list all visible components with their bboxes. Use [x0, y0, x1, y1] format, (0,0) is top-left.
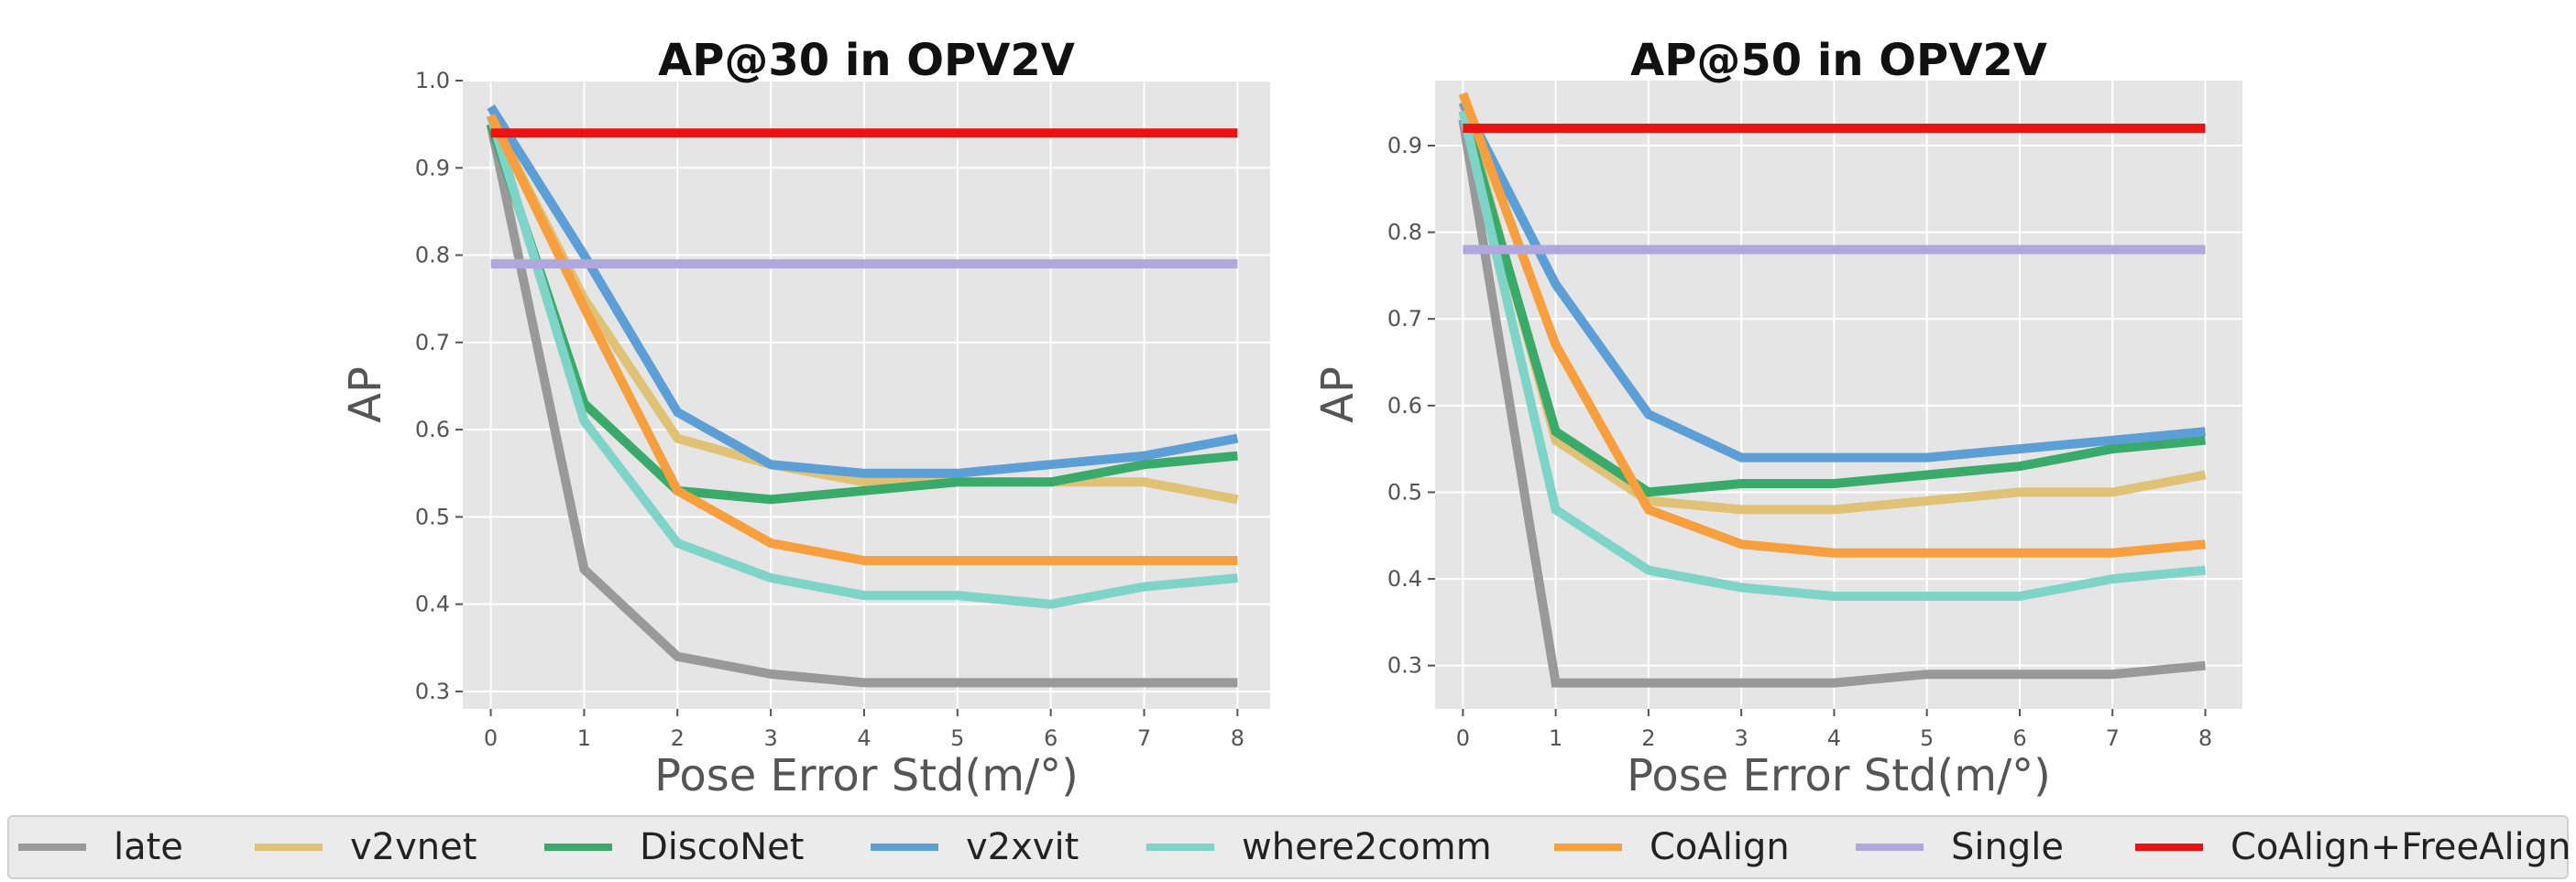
- y-tick-label: 0.5: [415, 504, 450, 529]
- y-tick-label: 0.6: [1387, 393, 1422, 419]
- series-line-v2vnet: [1458, 101, 2207, 515]
- x-tick-label: 8: [1231, 725, 1244, 751]
- y-tick-label: 0.3: [415, 679, 450, 704]
- x-tick-label: 7: [2106, 725, 2120, 751]
- legend-item-where2comm: where2comm: [1146, 817, 1492, 877]
- series-line-where2comm: [1458, 109, 2206, 601]
- y-tick-label: 0.3: [1387, 653, 1422, 679]
- x-tick-label: 6: [2012, 725, 2026, 751]
- legend-label: Single: [1951, 826, 2064, 868]
- chart-2: 0.3 0.4 0.5 0.6 0.7 0.8 0.9 0 1 2 3 4 5 6 7 8 AP@50 in O…: [1312, 35, 2242, 801]
- x-tick-label: 5: [1920, 725, 1934, 751]
- legend-label: v2vnet: [350, 826, 477, 868]
- series-line-v2xvit: [1458, 100, 2206, 463]
- series-line-disconet: [486, 123, 1238, 505]
- y-tick-label: 1.0: [415, 68, 450, 93]
- legend-label: CoAlign+FreeAlign: [2231, 826, 2571, 868]
- y-tick-label: 0.5: [1387, 479, 1422, 505]
- x-tick-label: 8: [2198, 725, 2212, 751]
- y-tick-label: 0.9: [415, 155, 450, 180]
- x-tick-label: 0: [484, 725, 498, 751]
- y-tick-label: 0.7: [1387, 306, 1422, 332]
- legend-item-single: Single: [1856, 817, 2064, 877]
- series-line-where2comm: [486, 114, 1238, 609]
- series-line-disconet: [1458, 109, 2206, 497]
- x-tick-label: 1: [577, 725, 591, 751]
- x-tick-label: 3: [763, 725, 777, 751]
- legend-item-coalign-freealign: CoAlign+FreeAlign: [2135, 817, 2571, 877]
- legend-swatch: [18, 844, 86, 851]
- legend-label: where2comm: [1242, 826, 1492, 868]
- x-tick-label: 3: [1735, 725, 1748, 751]
- legend-label: DiscoNet: [640, 826, 805, 868]
- legend-label: v2xvit: [966, 826, 1080, 868]
- chart-1: 0.3 0.4 0.5 0.6 0.7 0.8 0.9 1.0 0 1 2 3 4 5 6 7 8 AP@30 i…: [340, 35, 1270, 801]
- legend-swatch: [1146, 844, 1214, 851]
- y-tick-label: 0.7: [415, 330, 450, 355]
- legend: late v2vnet DiscoNet v2xvit where2comm C…: [7, 815, 2571, 879]
- x-tick-label: 4: [1827, 725, 1841, 751]
- chart-title: AP@30 in OPV2V: [658, 35, 1075, 86]
- y-tick-label: 0.4: [1387, 566, 1422, 592]
- chart-title: AP@50 in OPV2V: [1630, 35, 2047, 86]
- legend-label: late: [114, 826, 183, 868]
- series-line-coalign: [1458, 92, 2206, 558]
- x-tick-label: 4: [857, 725, 871, 751]
- x-tick-label: 2: [1641, 725, 1655, 751]
- legend-item-coalign: CoAlign: [1554, 817, 1790, 877]
- y-tick-label: 0.4: [415, 592, 450, 617]
- legend-item-v2vnet: v2vnet: [255, 817, 477, 877]
- series-line-v2xvit: [487, 103, 1239, 478]
- legend-swatch: [255, 844, 323, 851]
- x-tick-label: 7: [1137, 725, 1151, 751]
- plot-area: [1435, 81, 2242, 709]
- legend-swatch: [2135, 844, 2203, 851]
- series-line-late: [1458, 118, 2206, 688]
- x-axis-label: Pose Error Std(m/°): [654, 750, 1079, 801]
- y-tick-label: 0.8: [1387, 220, 1422, 245]
- y-tick-label: 0.9: [1387, 133, 1422, 158]
- x-axis-label: Pose Error Std(m/°): [1627, 750, 2051, 801]
- x-tick-label: 0: [1456, 725, 1470, 751]
- y-tick-label: 0.6: [415, 417, 450, 442]
- legend-swatch: [544, 844, 612, 851]
- legend-swatch: [1554, 844, 1622, 851]
- legend-label: CoAlign: [1650, 826, 1790, 868]
- legend-swatch: [1856, 844, 1924, 851]
- legend-item-late: late: [18, 817, 183, 877]
- legend-item-v2xvit: v2xvit: [871, 817, 1079, 877]
- y-tick-label: 0.8: [415, 243, 450, 268]
- series-line-v2vnet: [487, 113, 1239, 505]
- x-tick-label: 5: [950, 725, 964, 751]
- series-line-late: [486, 123, 1238, 688]
- legend-item-disconet: DiscoNet: [544, 817, 804, 877]
- y-axis-label: AP: [340, 366, 391, 423]
- x-tick-label: 2: [671, 725, 685, 751]
- series-line-coalign: [487, 113, 1238, 565]
- y-axis-label: AP: [1312, 366, 1364, 423]
- x-tick-label: 6: [1044, 725, 1058, 751]
- legend-swatch: [871, 844, 938, 851]
- x-tick-label: 1: [1549, 725, 1562, 751]
